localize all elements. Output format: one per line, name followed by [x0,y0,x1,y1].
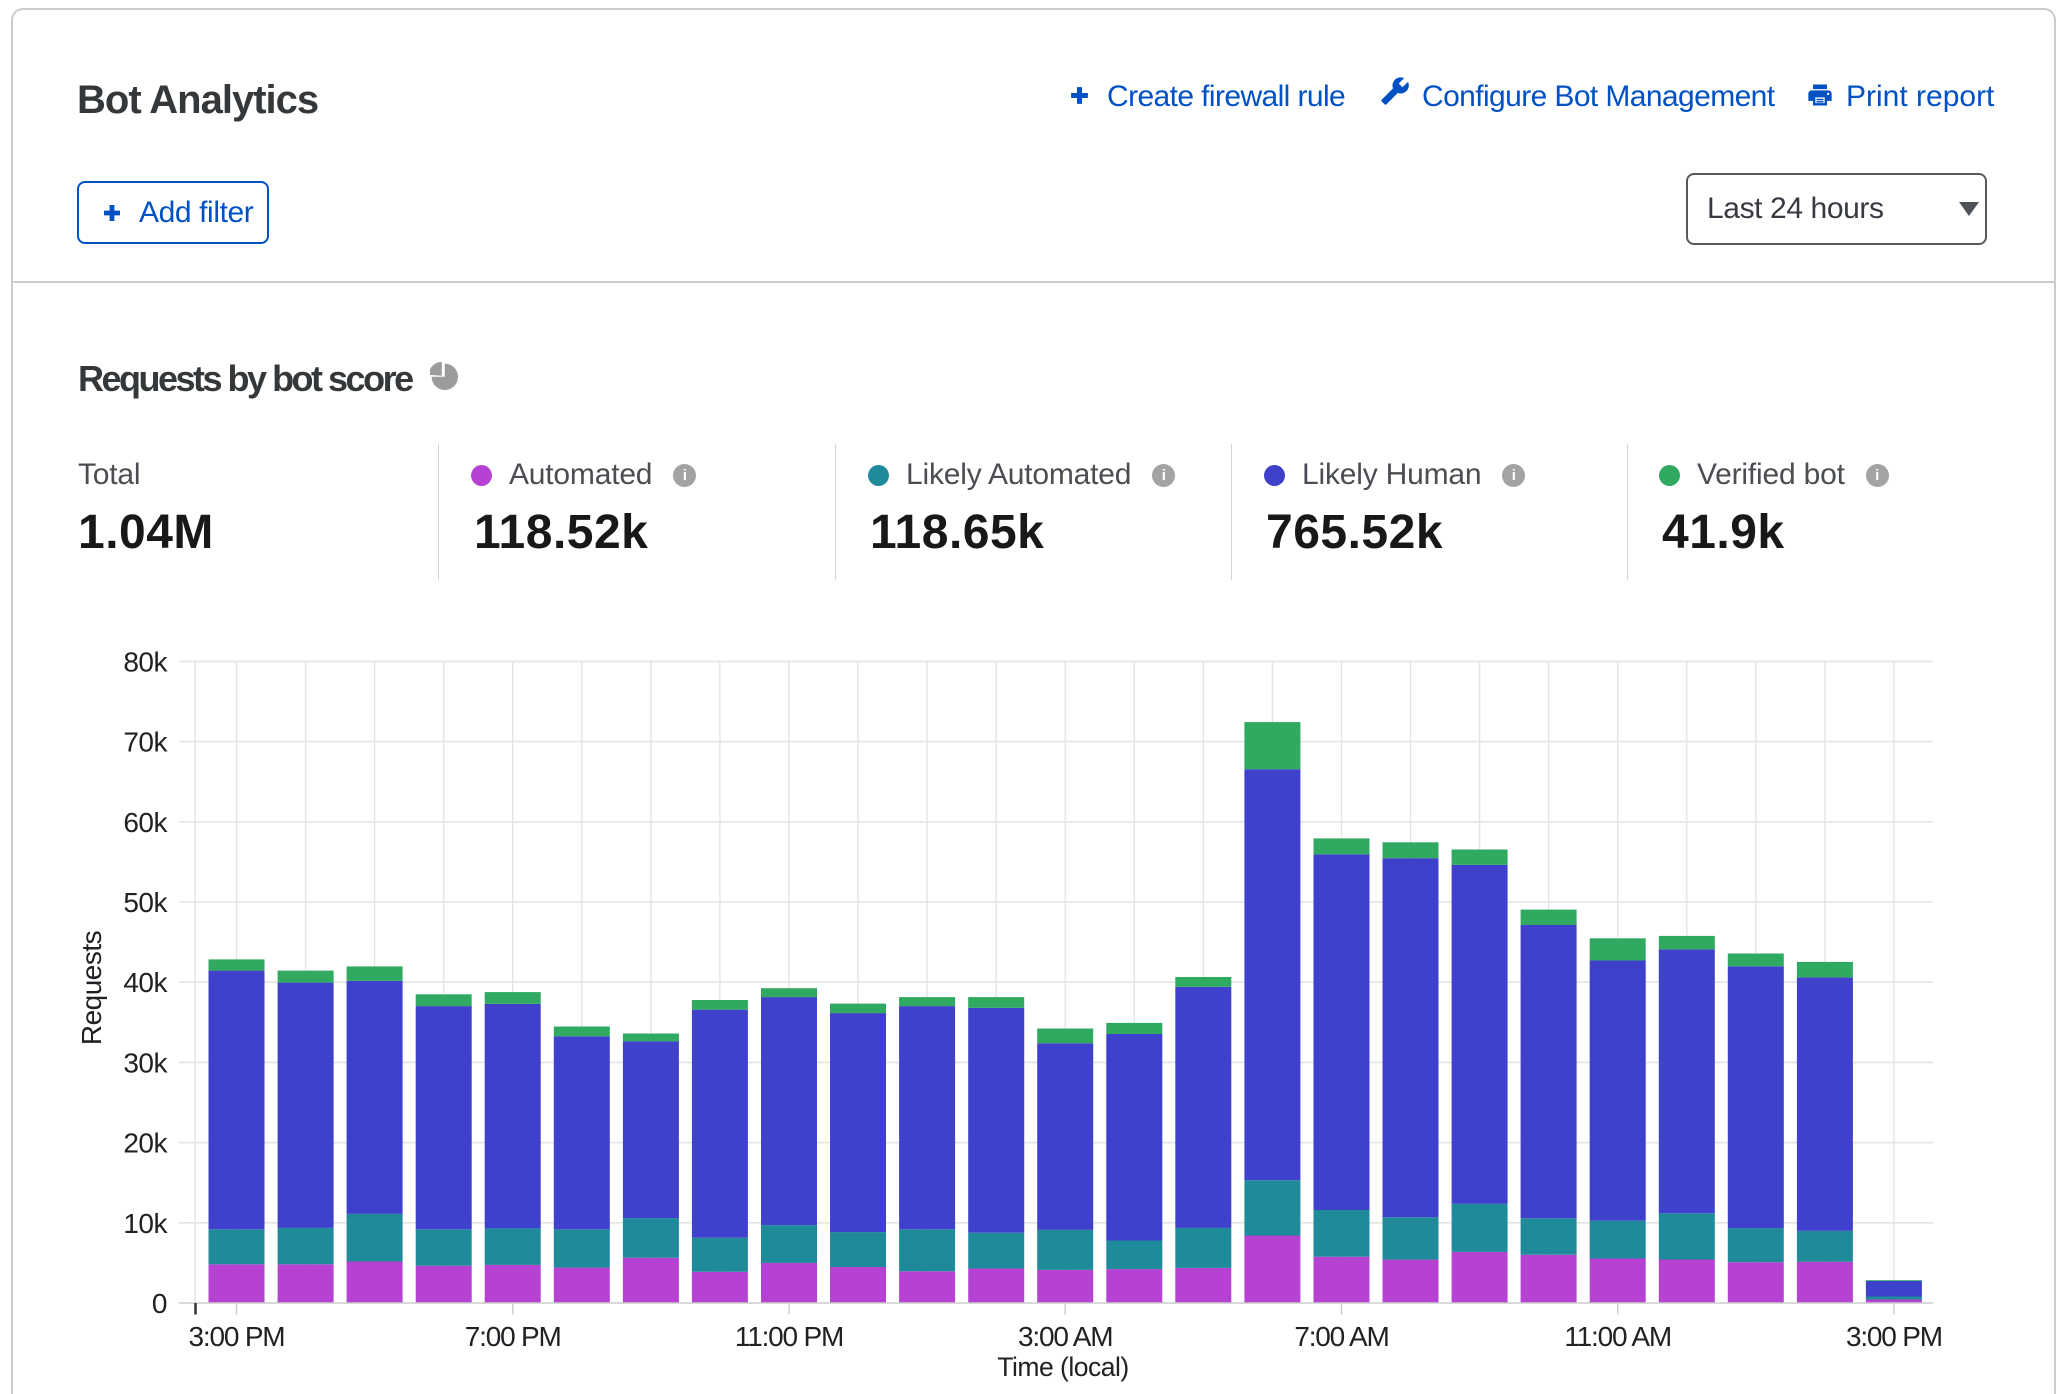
svg-text:70k: 70k [123,727,168,758]
svg-text:60k: 60k [123,807,168,838]
svg-text:7:00 PM: 7:00 PM [465,1321,561,1352]
svg-text:50k: 50k [123,887,168,918]
svg-text:11:00 AM: 11:00 AM [1564,1321,1671,1352]
svg-text:Time (local): Time (local) [997,1352,1128,1382]
svg-text:80k: 80k [123,646,168,677]
svg-text:0: 0 [152,1288,167,1319]
svg-text:Requests: Requests [76,931,107,1045]
svg-text:20k: 20k [123,1128,168,1159]
svg-text:3:00 PM: 3:00 PM [189,1321,285,1352]
svg-text:11:00 PM: 11:00 PM [735,1321,843,1352]
svg-text:10k: 10k [123,1208,168,1239]
svg-text:3:00 AM: 3:00 AM [1018,1321,1112,1352]
svg-text:3:00 PM: 3:00 PM [1846,1321,1942,1352]
svg-text:40k: 40k [123,967,168,998]
svg-text:7:00 AM: 7:00 AM [1294,1321,1388,1352]
svg-text:30k: 30k [123,1047,168,1078]
